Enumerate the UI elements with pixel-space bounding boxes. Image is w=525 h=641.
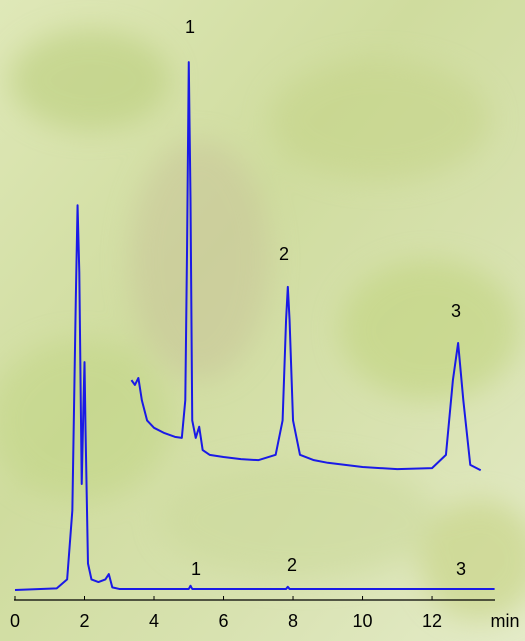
x-tick-label: 2 — [79, 611, 89, 631]
x-tick-label: 12 — [422, 611, 442, 631]
x-tick-label: 6 — [219, 611, 229, 631]
peak-label: 3 — [456, 559, 466, 579]
x-tick-label: 10 — [353, 611, 373, 631]
peak-label: 3 — [451, 301, 461, 321]
peak-label: 2 — [279, 244, 289, 264]
peak-label: 2 — [287, 555, 297, 575]
x-tick-label: 4 — [149, 611, 159, 631]
trace — [14, 204, 495, 591]
trace — [130, 61, 482, 472]
peak-label: 1 — [185, 17, 195, 37]
x-tick-label: 8 — [288, 611, 298, 631]
x-tick-label: 0 — [10, 611, 20, 631]
peak-label: 1 — [191, 559, 201, 579]
x-axis-label: min — [490, 611, 519, 631]
